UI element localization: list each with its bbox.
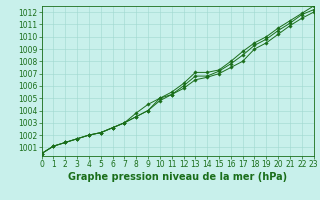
X-axis label: Graphe pression niveau de la mer (hPa): Graphe pression niveau de la mer (hPa) [68,172,287,182]
